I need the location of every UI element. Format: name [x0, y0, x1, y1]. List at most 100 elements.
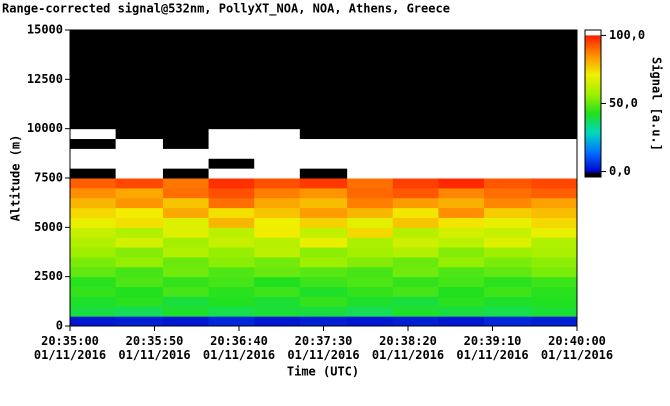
- colorbar-step: [585, 169, 601, 172]
- colorbar-step: [585, 97, 601, 100]
- heatmap-cell: [254, 178, 301, 189]
- heatmap-cell: [162, 49, 210, 61]
- heatmap-cell: [254, 69, 301, 80]
- heatmap-cell: [70, 178, 117, 189]
- heatmap-cell: [438, 89, 485, 100]
- heatmap-cell: [299, 168, 348, 179]
- heatmap-cell: [531, 39, 578, 51]
- colorbar-step: [585, 88, 601, 91]
- colorbar-step: [585, 82, 601, 85]
- heatmap-cell: [347, 69, 394, 80]
- heatmap-cell: [392, 59, 439, 70]
- heatmap-cell: [254, 158, 301, 169]
- heatmap-cell: [70, 168, 117, 179]
- heatmap-cell: [531, 158, 578, 169]
- heatmap-cell: [347, 30, 394, 41]
- heatmap-cell: [70, 286, 117, 297]
- heatmap-cell: [299, 197, 348, 209]
- y-axis-label: Altitude (m): [9, 135, 23, 222]
- colorbar-step: [585, 70, 601, 73]
- heatmap-cell: [531, 207, 578, 218]
- heatmap-cell: [254, 316, 301, 327]
- heatmap-cell: [162, 256, 210, 268]
- heatmap-cell: [531, 217, 578, 228]
- colorbar-step: [585, 52, 601, 54]
- heatmap-cell: [392, 89, 439, 100]
- colorbar-step: [585, 165, 601, 168]
- colorbar-step: [585, 32, 601, 35]
- heatmap-cell: [70, 158, 117, 169]
- heatmap-cell: [347, 138, 394, 149]
- heatmap-cell: [531, 197, 578, 209]
- heatmap-cell: [438, 128, 485, 140]
- colorbar-step: [585, 115, 601, 118]
- colorbar-step: [585, 151, 601, 153]
- heatmap-cell: [208, 178, 255, 189]
- heatmap-cell: [208, 128, 255, 140]
- heatmap-cell: [438, 187, 485, 199]
- colorbar-step: [585, 67, 601, 70]
- heatmap-cell: [115, 69, 164, 80]
- heatmap-cell: [392, 306, 439, 317]
- heatmap-cell: [254, 296, 301, 307]
- heatmap-cell: [115, 227, 164, 238]
- heatmap-cell: [208, 59, 255, 70]
- colorbar-step: [585, 148, 601, 151]
- heatmap-cell: [115, 256, 164, 268]
- heatmap-cell: [299, 39, 348, 51]
- heatmap-cell: [254, 197, 301, 209]
- heatmap-cell: [208, 148, 255, 159]
- heatmap-cell: [392, 108, 439, 120]
- heatmap-cell: [438, 266, 485, 278]
- heatmap-cell: [531, 187, 578, 199]
- x-tick-label: 20:35:50 01/11/2016: [118, 334, 191, 362]
- heatmap-cell: [208, 237, 255, 248]
- heatmap-cell: [438, 217, 485, 228]
- heatmap-cell: [347, 49, 394, 61]
- colorbar-step: [585, 129, 601, 131]
- heatmap-cell: [392, 197, 439, 209]
- heatmap-cell: [347, 256, 394, 268]
- colorbar-step: [585, 141, 601, 144]
- heatmap-cell: [531, 306, 578, 317]
- heatmap-cell: [208, 286, 255, 297]
- colorbar-tick-label: 0,0: [609, 164, 631, 178]
- heatmap-cell: [115, 197, 164, 209]
- heatmap-cell: [392, 148, 439, 159]
- heatmap-cell: [392, 227, 439, 238]
- heatmap-cell: [254, 79, 301, 90]
- heatmap-cell: [347, 99, 394, 110]
- heatmap-cell: [70, 79, 117, 90]
- heatmap-cell: [208, 39, 255, 51]
- colorbar-step: [585, 108, 601, 111]
- colorbar-step: [585, 98, 601, 101]
- heatmap-cell: [392, 316, 439, 327]
- heatmap-cell: [115, 237, 164, 248]
- heatmap-cell: [392, 296, 439, 307]
- colorbar-step: [585, 53, 601, 55]
- heatmap-cell: [347, 266, 394, 278]
- heatmap-cell: [438, 59, 485, 70]
- colorbar-step: [585, 159, 601, 162]
- y-tick-label: 0: [56, 319, 63, 333]
- colorbar-step: [585, 114, 601, 117]
- colorbar-step: [585, 37, 601, 40]
- colorbar-step: [585, 90, 601, 92]
- heatmap-cell: [208, 247, 255, 258]
- heatmap-cell: [162, 59, 210, 70]
- heatmap-cell: [299, 69, 348, 80]
- heatmap-cell: [484, 316, 532, 327]
- colorbar-step: [585, 126, 601, 129]
- colorbar-step: [585, 55, 601, 58]
- heatmap-cell: [208, 276, 255, 288]
- heatmap-cell: [392, 187, 439, 199]
- heatmap-cell: [115, 49, 164, 61]
- heatmap-cell: [208, 316, 255, 327]
- heatmap-cell: [115, 148, 164, 159]
- heatmap-cell: [299, 178, 348, 189]
- heatmap-cell: [70, 187, 117, 199]
- heatmap-cell: [438, 69, 485, 80]
- heatmap-cell: [484, 197, 532, 209]
- heatmap-cell: [115, 306, 164, 317]
- colorbar-step: [585, 158, 601, 161]
